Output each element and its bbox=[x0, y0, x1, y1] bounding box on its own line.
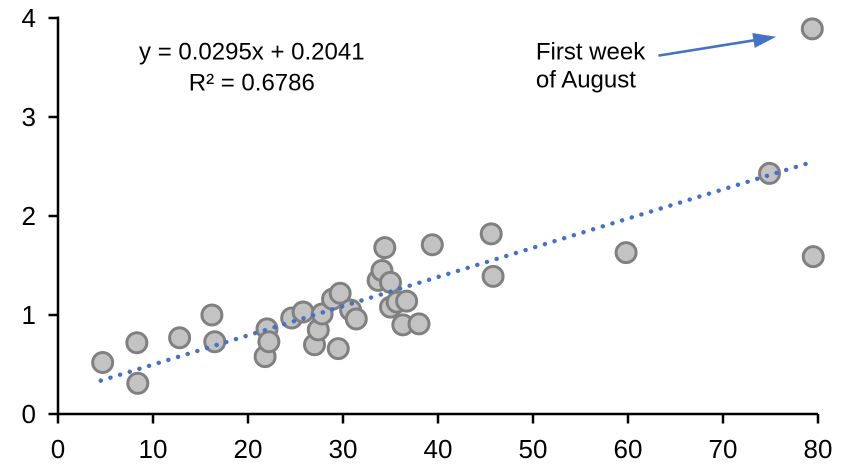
data-point-marker bbox=[407, 312, 431, 336]
x-tick-label: 0 bbox=[51, 434, 65, 464]
data-point-marker bbox=[395, 289, 419, 313]
data-point-series bbox=[91, 17, 825, 395]
y-tick-label: 4 bbox=[22, 3, 36, 33]
x-tick-label: 60 bbox=[614, 434, 643, 464]
data-point-marker bbox=[126, 371, 150, 395]
x-tick-label: 80 bbox=[804, 434, 833, 464]
data-point-marker bbox=[91, 351, 115, 375]
data-point-marker bbox=[328, 281, 352, 305]
annotation-text-line-1: First week bbox=[536, 39, 646, 66]
trendline-equation-label: y = 0.0295x + 0.2041 bbox=[139, 39, 365, 66]
y-tick-label: 0 bbox=[22, 399, 36, 429]
data-point-marker bbox=[344, 307, 368, 331]
x-tick-label: 30 bbox=[329, 434, 358, 464]
x-tick-label: 40 bbox=[424, 434, 453, 464]
axes bbox=[56, 16, 818, 416]
data-point-marker bbox=[800, 17, 824, 41]
data-point-marker bbox=[373, 236, 397, 260]
x-tick-label: 20 bbox=[234, 434, 263, 464]
y-tick-label: 2 bbox=[22, 201, 36, 231]
annotation-arrow bbox=[658, 33, 777, 57]
data-point-marker bbox=[379, 270, 402, 294]
y-tick-label: 3 bbox=[22, 102, 36, 132]
y-tick-label: 1 bbox=[22, 300, 36, 330]
arrow-shaft bbox=[658, 38, 757, 57]
data-point-marker bbox=[420, 233, 444, 257]
x-tick-label: 50 bbox=[519, 434, 548, 464]
data-point-marker bbox=[257, 330, 281, 354]
data-point-marker bbox=[481, 264, 505, 288]
data-point-marker bbox=[125, 331, 149, 355]
axis-lines bbox=[56, 16, 818, 416]
arrow-head-icon bbox=[752, 33, 777, 48]
y-axis-ticks: 0 1 2 3 4 bbox=[22, 3, 58, 429]
annotation-text-line-2: of August bbox=[536, 66, 636, 93]
trendline bbox=[98, 159, 817, 383]
r-squared-label: R² = 0.6786 bbox=[189, 69, 315, 96]
data-point-marker bbox=[614, 241, 638, 265]
data-point-marker bbox=[758, 161, 782, 185]
data-point-marker bbox=[168, 326, 192, 350]
x-tick-label: 70 bbox=[709, 434, 738, 464]
data-point-marker bbox=[200, 303, 224, 327]
x-axis-ticks: 0 10 20 30 40 50 60 70 80 bbox=[51, 414, 833, 464]
data-point-marker bbox=[801, 245, 825, 269]
trendline-dotted-line bbox=[98, 159, 817, 383]
data-point-marker bbox=[326, 337, 350, 361]
data-point-marker bbox=[479, 222, 503, 246]
x-tick-label: 10 bbox=[139, 434, 168, 464]
